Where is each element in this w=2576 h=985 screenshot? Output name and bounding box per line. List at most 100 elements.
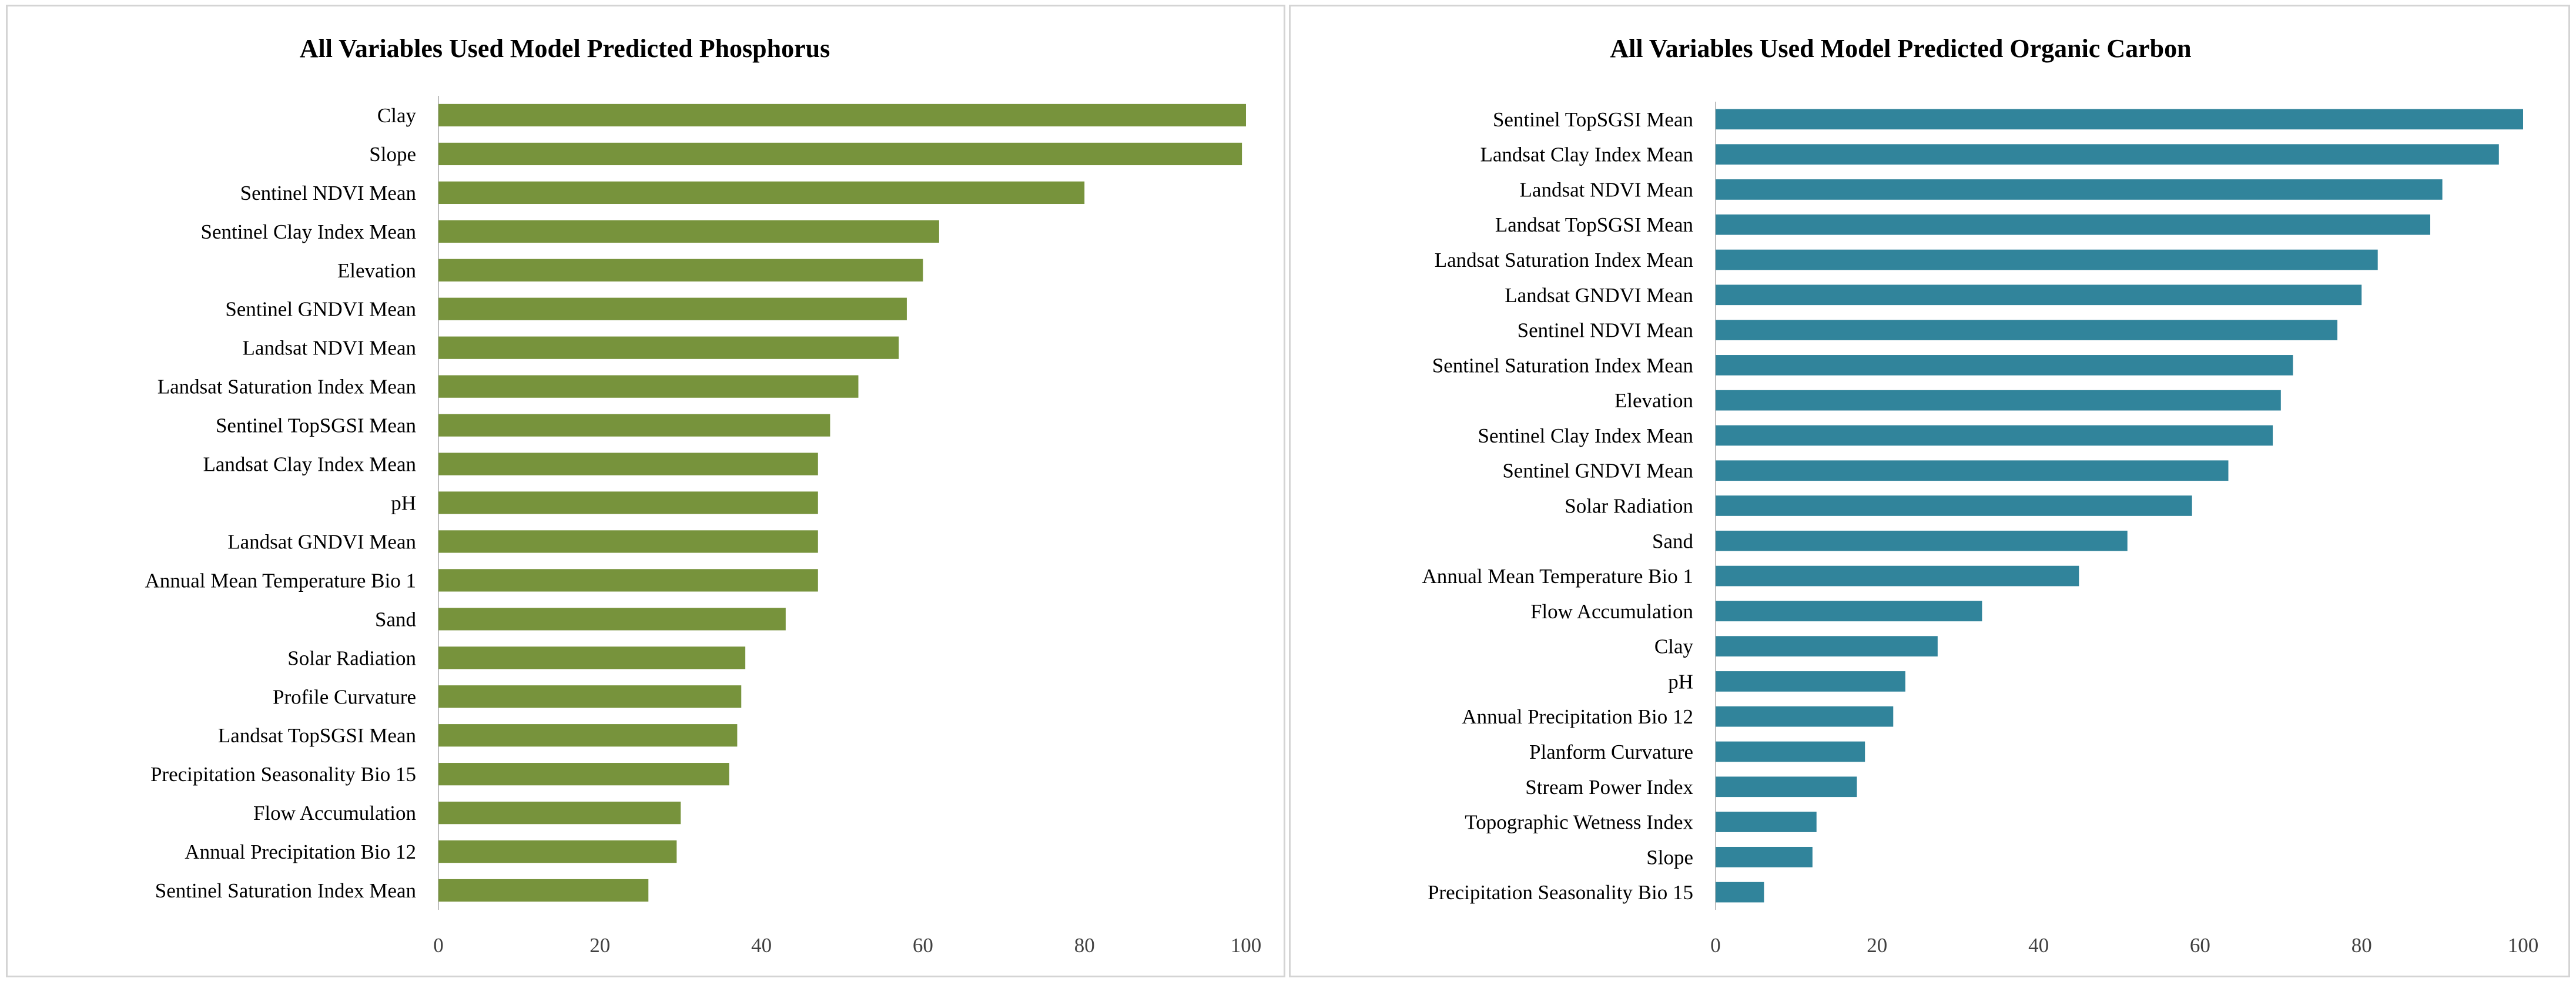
category-label: Landsat Clay Index Mean (203, 453, 416, 476)
bar (438, 763, 729, 786)
x-tick-label: 0 (1710, 934, 1721, 957)
bar (1716, 495, 2192, 516)
bar (1716, 355, 2293, 376)
category-label: Clay (377, 104, 417, 127)
bar (438, 646, 746, 669)
bar (438, 569, 818, 592)
x-tick-label: 0 (433, 934, 444, 957)
category-label: Sand (375, 608, 417, 631)
category-label: Landsat Clay Index Mean (1480, 143, 1693, 166)
category-label: Topographic Wetness Index (1465, 811, 1693, 834)
category-label: Planform Curvature (1529, 741, 1693, 763)
bar (438, 220, 939, 243)
category-label: Sentinel Clay Index Mean (1478, 424, 1693, 447)
category-label: Stream Power Index (1525, 776, 1693, 799)
bar (1716, 706, 1894, 727)
category-label: Flow Accumulation (1530, 600, 1693, 623)
x-tick-label: 20 (589, 934, 610, 957)
bar (438, 142, 1242, 166)
bar (1716, 320, 2337, 340)
category-label: Precipitation Seasonality Bio 15 (150, 763, 416, 786)
category-label: Annual Precipitation Bio 12 (185, 840, 416, 863)
category-label: Sentinel GNDVI Mean (1502, 460, 1693, 483)
chart-title: All Variables Used Model Predicted Organ… (1610, 34, 2191, 63)
category-label: Landsat TopSGSI Mean (1495, 213, 1693, 236)
bar (438, 453, 818, 475)
category-label: Landsat NDVI Mean (243, 337, 416, 360)
bar (438, 608, 786, 631)
category-label: Sentinel NDVI Mean (240, 182, 416, 205)
x-tick-label: 60 (2190, 934, 2210, 957)
bar (1716, 530, 2128, 551)
organic-carbon-chart-panel: All Variables Used Model Predicted Organ… (1289, 5, 2570, 977)
phosphorus-chart-panel: All Variables Used Model Predicted Phosp… (6, 5, 1285, 977)
bar (1716, 109, 2523, 130)
bar (1716, 460, 2229, 481)
bar (438, 181, 1085, 205)
bar (1716, 636, 1938, 656)
bar (1716, 846, 1813, 867)
bar (438, 685, 742, 708)
category-label: Sentinel TopSGSI Mean (216, 414, 416, 437)
x-tick-label: 80 (2351, 934, 2372, 957)
bar (438, 414, 830, 437)
category-label: Landsat Saturation Index Mean (1435, 249, 1693, 272)
bar (438, 879, 649, 902)
bar (1716, 390, 2281, 411)
bar (1716, 214, 2430, 235)
x-tick-label: 20 (1867, 934, 1887, 957)
x-tick-label: 40 (2028, 934, 2049, 957)
category-label: Sentinel TopSGSI Mean (1493, 108, 1693, 131)
organic-carbon-chart: All Variables Used Model Predicted Organ… (1422, 34, 2539, 957)
bar (438, 491, 818, 514)
category-label: Annual Mean Temperature Bio 1 (145, 569, 417, 592)
phosphorus-chart: All Variables Used Model Predicted Phosp… (145, 34, 1262, 957)
category-label: Sentinel GNDVI Mean (225, 298, 416, 321)
category-label: Elevation (1614, 389, 1693, 412)
x-tick-label: 60 (913, 934, 933, 957)
category-label: Landsat GNDVI Mean (227, 530, 416, 553)
bar (438, 375, 859, 398)
category-label: Sentinel NDVI Mean (1518, 319, 1693, 342)
x-tick-label: 100 (2508, 934, 2539, 957)
bar (1716, 565, 2079, 587)
x-tick-label: 40 (751, 934, 772, 957)
category-label: Annual Precipitation Bio 12 (1462, 705, 1693, 728)
category-label: Precipitation Seasonality Bio 15 (1428, 881, 1693, 904)
bar (1716, 179, 2443, 200)
category-label: Sentinel Saturation Index Mean (155, 879, 416, 902)
category-label: Flow Accumulation (253, 802, 416, 825)
bar (1716, 144, 2499, 165)
category-label: Solar Radiation (1565, 495, 1693, 518)
bar (438, 724, 738, 747)
category-label: Landsat NDVI Mean (1520, 178, 1693, 201)
category-label: Solar Radiation (287, 646, 416, 669)
category-label: Clay (1654, 635, 1694, 658)
chart-title: All Variables Used Model Predicted Phosp… (300, 34, 830, 63)
bar (1716, 741, 1865, 762)
x-tick-label: 100 (1231, 934, 1262, 957)
category-label: Profile Curvature (273, 685, 416, 708)
category-label: Landsat TopSGSI Mean (218, 724, 416, 747)
bar (438, 297, 907, 320)
bar (1716, 776, 1857, 798)
category-label: Elevation (337, 259, 416, 282)
bar (438, 530, 818, 553)
category-label: Landsat GNDVI Mean (1505, 284, 1693, 307)
category-label: Slope (369, 143, 416, 166)
category-label: Sentinel Saturation Index Mean (1432, 354, 1693, 377)
x-tick-label: 80 (1074, 934, 1095, 957)
category-label: Landsat Saturation Index Mean (158, 376, 416, 398)
category-label: Sand (1652, 530, 1694, 552)
bar (438, 801, 681, 825)
category-label: Sentinel Clay Index Mean (201, 220, 416, 243)
bar (438, 103, 1246, 127)
bar (1716, 249, 2378, 270)
category-label: pH (391, 492, 416, 515)
bar (438, 840, 677, 863)
bar (1716, 601, 1982, 622)
category-label: pH (1668, 670, 1693, 693)
bar (438, 336, 899, 359)
bar (1716, 812, 1817, 832)
bar (1716, 425, 2273, 446)
